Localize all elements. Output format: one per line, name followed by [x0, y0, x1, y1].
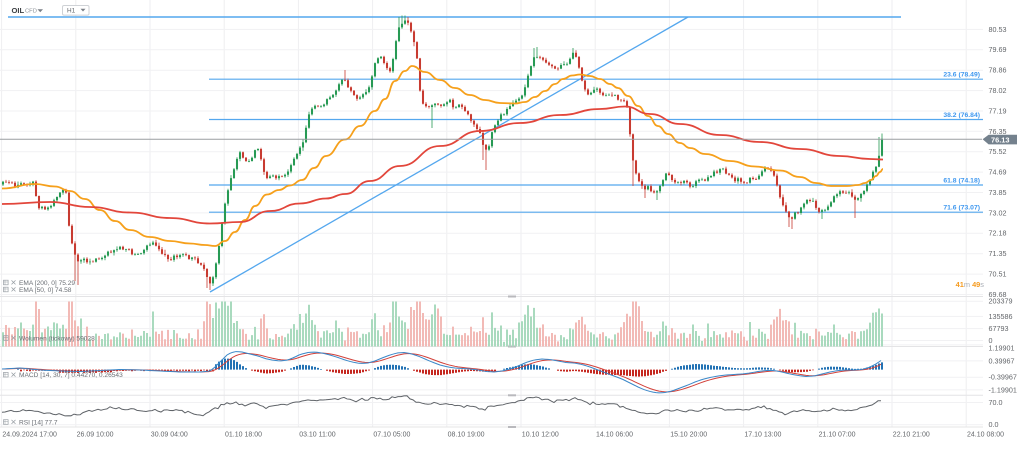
svg-text:-1.19901: -1.19901	[989, 385, 1017, 394]
svg-text:08.10 19:00: 08.10 19:00	[448, 432, 485, 439]
svg-text:15.10 20:00: 15.10 20:00	[670, 432, 707, 439]
svg-text:70.51: 70.51	[989, 270, 1007, 279]
svg-text:0: 0	[989, 336, 993, 345]
svg-text:71.6 (73.07): 71.6 (73.07)	[943, 205, 980, 212]
svg-text:0.0: 0.0	[989, 420, 999, 429]
svg-text:24.09.2024 17:00: 24.09.2024 17:00	[2, 432, 57, 439]
svg-text:17.10 13:00: 17.10 13:00	[744, 432, 781, 439]
svg-text:EMA [50, 0] 74.58: EMA [50, 0] 74.58	[19, 287, 72, 294]
svg-text:72.18: 72.18	[989, 229, 1007, 238]
svg-text:24.10 08:00: 24.10 08:00	[967, 432, 1004, 439]
svg-text:MACD [14, 30, 7] 0.44270, 0.26: MACD [14, 30, 7] 0.44270, 0.26543	[19, 372, 123, 379]
svg-text:26.09 10:00: 26.09 10:00	[77, 432, 114, 439]
svg-text:71.35: 71.35	[989, 249, 1007, 258]
svg-text:74.69: 74.69	[989, 168, 1007, 177]
svg-text:73.02: 73.02	[989, 208, 1007, 217]
svg-text:21.10 07:00: 21.10 07:00	[819, 432, 856, 439]
svg-text:77.19: 77.19	[989, 106, 1007, 115]
svg-text:1.19901: 1.19901	[989, 343, 1015, 352]
svg-text:76.35: 76.35	[989, 127, 1007, 136]
svg-text:Wolumen (tickowy) 59028: Wolumen (tickowy) 59028	[19, 335, 95, 342]
svg-text:0.39967: 0.39967	[989, 356, 1015, 365]
svg-text:80.53: 80.53	[989, 25, 1007, 34]
svg-text:22.10 21:00: 22.10 21:00	[893, 432, 930, 439]
svg-text:67793: 67793	[989, 324, 1009, 333]
svg-text:69.68: 69.68	[989, 290, 1007, 299]
svg-text:OIL: OIL	[12, 6, 25, 15]
svg-text:EMA [200, 0] 75.29: EMA [200, 0] 75.29	[19, 280, 75, 287]
svg-text:61.8 (74.18): 61.8 (74.18)	[943, 178, 980, 185]
svg-text:10.10 12:00: 10.10 12:00	[522, 432, 559, 439]
svg-text:23.6 (78.49): 23.6 (78.49)	[943, 72, 980, 79]
svg-text:76.13: 76.13	[991, 135, 1010, 144]
svg-text:78.86: 78.86	[989, 66, 1007, 75]
svg-text:135586: 135586	[989, 312, 1013, 321]
svg-text:14.10 06:00: 14.10 06:00	[596, 432, 633, 439]
svg-text:38.2 (76.84): 38.2 (76.84)	[943, 112, 980, 119]
svg-text:03.10 11:00: 03.10 11:00	[299, 432, 336, 439]
svg-text:01.10 18:00: 01.10 18:00	[225, 432, 262, 439]
svg-text:79.69: 79.69	[989, 45, 1007, 54]
svg-text:73.85: 73.85	[989, 188, 1007, 197]
svg-text:203379: 203379	[989, 297, 1013, 306]
svg-text:07.10 05:00: 07.10 05:00	[373, 432, 410, 439]
svg-text:-0.39967: -0.39967	[989, 373, 1017, 382]
svg-text:75.52: 75.52	[989, 147, 1007, 156]
svg-text:H1: H1	[67, 8, 76, 15]
svg-text:78.02: 78.02	[989, 86, 1007, 95]
svg-text:CFD: CFD	[25, 9, 37, 15]
svg-text:RSI [14] 77.7: RSI [14] 77.7	[19, 419, 58, 426]
svg-text:70.0: 70.0	[989, 398, 1003, 407]
svg-text:41m 49s: 41m 49s	[956, 280, 985, 289]
svg-text:30.09 04:00: 30.09 04:00	[151, 432, 188, 439]
